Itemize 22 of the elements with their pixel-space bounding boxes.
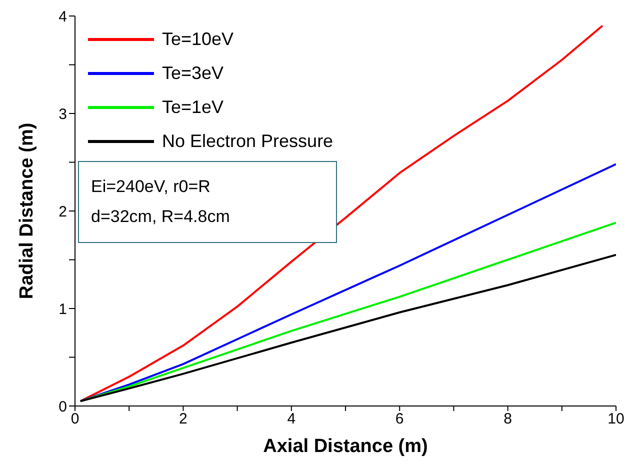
y-tick-label: 4 xyxy=(58,8,67,26)
x-tick-label: 0 xyxy=(70,410,80,428)
annotation: Ei=240eV, r0=R xyxy=(91,176,212,198)
x-axis-title: Axial Distance (m) xyxy=(263,436,428,457)
y-tick-label: 1 xyxy=(58,300,67,318)
y-axis-title: Radial Distance (m) xyxy=(16,122,38,300)
x-tick-label: 10 xyxy=(608,410,624,428)
annotation: d=32cm, R=4.8cm xyxy=(91,206,231,228)
y-tick-label: 2 xyxy=(58,203,67,220)
legend-label: Te=1eV xyxy=(162,96,224,119)
line-series xyxy=(79,24,604,402)
x-tick-label: 8 xyxy=(504,410,512,428)
legend-label: Te=10eV xyxy=(162,28,234,51)
y-tick-label: 3 xyxy=(58,106,67,123)
x-tick-label: 2 xyxy=(179,410,188,428)
line-series xyxy=(79,254,616,402)
note-box: Ei=240eV, r0=R d=32cm, R=4.8cm xyxy=(78,161,337,243)
y-tick-label: 0 xyxy=(58,398,67,416)
x-tick-label: 6 xyxy=(395,410,404,428)
x-tick-label: 4 xyxy=(287,410,296,428)
legend-label: Te=3eV xyxy=(162,62,224,85)
legend-label: No Electron Pressure xyxy=(162,130,334,153)
